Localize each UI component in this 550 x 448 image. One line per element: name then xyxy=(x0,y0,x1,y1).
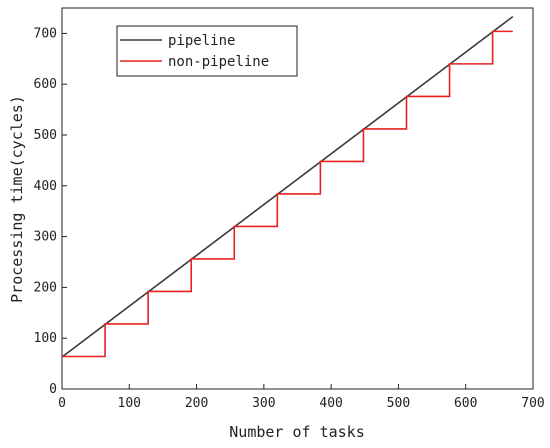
x-tick-label: 700 xyxy=(521,396,544,411)
y-tick-label: 400 xyxy=(34,179,57,194)
y-tick-label: 200 xyxy=(34,280,57,295)
y-tick-label: 700 xyxy=(34,26,57,41)
x-tick-label: 200 xyxy=(185,396,208,411)
x-tick-label: 300 xyxy=(252,396,275,411)
x-tick-label: 0 xyxy=(58,396,66,411)
x-tick-label: 100 xyxy=(118,396,141,411)
y-tick-label: 500 xyxy=(34,128,57,143)
y-tick-label: 100 xyxy=(34,331,57,346)
y-tick-label: 600 xyxy=(34,77,57,92)
legend-box xyxy=(116,25,298,77)
x-axis-title: Number of tasks xyxy=(229,423,364,441)
series-line-pipeline xyxy=(61,16,514,358)
plot-frame xyxy=(61,7,534,390)
x-tick-label: 400 xyxy=(319,396,342,411)
series-line-non-pipeline xyxy=(62,30,513,358)
legend-label-pipeline: pipeline xyxy=(168,33,235,49)
series-layer xyxy=(61,16,514,358)
legend-label-non-pipeline: non-pipeline xyxy=(168,54,269,70)
legend: pipeline non-pipeline xyxy=(116,25,298,77)
y-tick-label: 300 xyxy=(34,230,57,245)
x-tick-label: 600 xyxy=(454,396,477,411)
y-axis-title: Processing time(cycles) xyxy=(8,95,26,303)
y-tick-label: 0 xyxy=(49,382,57,397)
axis-ticks: 0 100 200 300 400 500 600 700 0 100 200 300 400 500 60… xyxy=(34,26,545,411)
x-tick-label: 500 xyxy=(387,396,410,411)
